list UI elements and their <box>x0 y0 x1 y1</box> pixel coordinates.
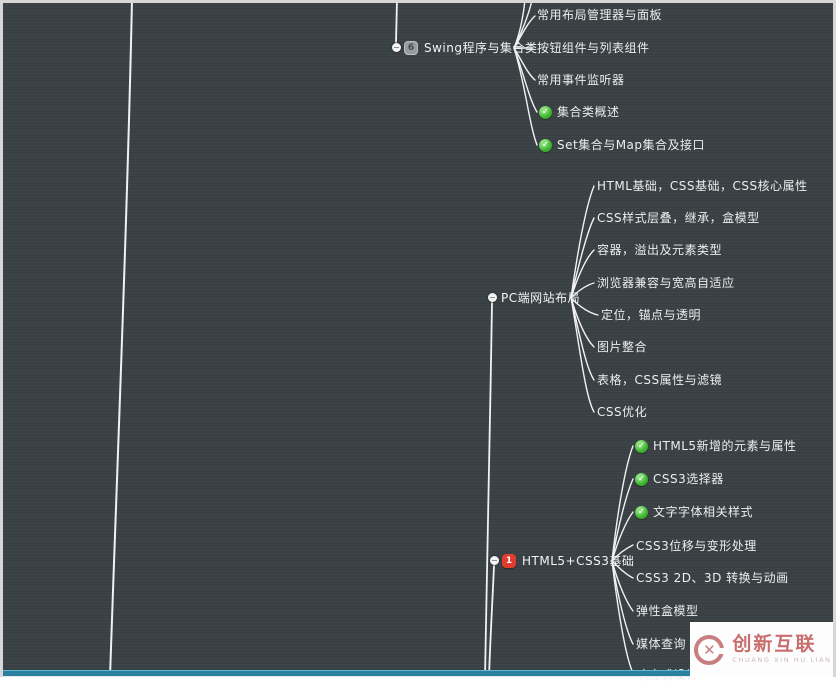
subtopic[interactable]: CSS样式层叠，继承，盒模型 <box>597 210 760 226</box>
window-left-edge <box>0 0 3 677</box>
watermark: ✕ 创新互联 CHUANG XIN HU LIAN <box>690 622 836 677</box>
subtopic[interactable]: 常用事件监听器 <box>537 72 625 88</box>
subtopic-label: Set集合与Map集合及接口 <box>557 138 706 152</box>
subtopic-label: 常用事件监听器 <box>537 73 625 87</box>
topic-swing[interactable]: 6 Swing程序与集合类 <box>404 40 538 56</box>
horizontal-scrollbar[interactable] <box>0 670 768 676</box>
subtopic-label: 图片整合 <box>597 340 648 354</box>
subtopic-label: 浏览器兼容与宽高自适应 <box>597 276 735 290</box>
subtopic-label: 容器，溢出及元素类型 <box>597 243 723 257</box>
subtopic[interactable]: 图片整合 <box>597 339 647 355</box>
priority-1-icon: 1 <box>502 554 516 568</box>
check-icon <box>539 138 552 152</box>
watermark-subtitle: CHUANG XIN HU LIAN <box>732 656 832 665</box>
topic-label: HTML5+CSS3基础 <box>522 554 635 568</box>
check-icon <box>635 472 648 486</box>
subtopic-label: CSS样式层叠，继承，盒模型 <box>597 211 760 225</box>
subtopic-label: 文字字体相关样式 <box>653 505 754 519</box>
subtopic-label: HTML基础，CSS基础，CSS核心属性 <box>597 179 808 193</box>
subtopic[interactable]: 媒体查询 <box>636 636 686 652</box>
subtopic[interactable]: 按钮组件与列表组件 <box>537 40 650 56</box>
subtopic[interactable]: 表格，CSS属性与滤镜 <box>597 372 722 388</box>
topic-label: PC端网站布局 <box>501 291 581 305</box>
subtopic[interactable]: 弹性盒模型 <box>636 603 699 619</box>
subtopic-label: 常用布局管理器与面板 <box>537 8 663 22</box>
check-icon <box>635 439 648 453</box>
subtopic[interactable]: CSS3位移与变形处理 <box>636 538 757 554</box>
collapse-handle-html5[interactable] <box>490 556 499 565</box>
subtopic-label: 媒体查询 <box>636 637 687 651</box>
subtopic-label: CSS优化 <box>597 405 648 419</box>
subtopic-label: 弹性盒模型 <box>636 604 699 618</box>
window-top-edge <box>0 0 836 3</box>
watermark-title: 创新互联 <box>732 633 817 656</box>
subtopic-label: CSS3位移与变形处理 <box>636 539 757 553</box>
collapse-handle-pc[interactable] <box>488 293 497 302</box>
subtopic-label: 按钮组件与列表组件 <box>537 41 650 55</box>
subtopic-label: 表格，CSS属性与滤镜 <box>597 373 723 387</box>
subtopic[interactable]: HTML基础，CSS基础，CSS核心属性 <box>597 178 808 194</box>
subtopic[interactable]: 浏览器兼容与宽高自适应 <box>597 275 735 291</box>
subtopic-label: CSS3选择器 <box>653 472 724 486</box>
subtopic-label: HTML5新增的元素与属性 <box>653 439 797 453</box>
subtopic-label: 定位，锚点与透明 <box>601 308 702 322</box>
subtopic[interactable]: CSS优化 <box>597 404 647 420</box>
topic-pc[interactable]: PC端网站布局 <box>501 290 580 306</box>
subtopic[interactable]: CSS3 2D、3D 转换与动画 <box>636 570 789 586</box>
check-icon <box>539 105 552 119</box>
subtopic[interactable]: 容器，溢出及元素类型 <box>597 242 722 258</box>
check-icon <box>635 505 648 519</box>
subtopic-label: CSS3 2D、3D 转换与动画 <box>636 571 789 585</box>
topic-html5css3[interactable]: 1 HTML5+CSS3基础 <box>502 553 634 569</box>
topic-label: Swing程序与集合类 <box>424 41 538 55</box>
collapse-handle-swing[interactable] <box>392 43 401 52</box>
subtopic[interactable]: 集合类概述 <box>539 104 620 120</box>
subtopic[interactable]: HTML5新增的元素与属性 <box>635 438 797 454</box>
subtopic[interactable]: 常用布局管理器与面板 <box>537 7 662 23</box>
priority-6-icon: 6 <box>404 41 418 55</box>
subtopic[interactable]: 定位，锚点与透明 <box>601 307 701 323</box>
chuangxin-logo-icon: ✕ <box>694 634 726 665</box>
subtopic[interactable]: 文字字体相关样式 <box>635 504 753 520</box>
window-right-edge <box>833 0 836 677</box>
subtopic-label: 集合类概述 <box>557 105 620 119</box>
subtopic[interactable]: CSS3选择器 <box>635 471 724 487</box>
subtopic[interactable]: Set集合与Map集合及接口 <box>539 137 705 153</box>
